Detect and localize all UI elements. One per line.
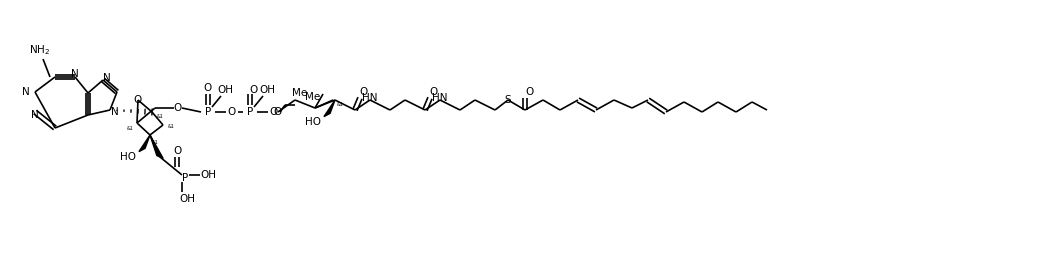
Text: P: P <box>205 107 211 117</box>
Text: P: P <box>182 173 188 183</box>
Text: S: S <box>505 95 511 105</box>
Text: O: O <box>204 83 213 93</box>
Text: HN: HN <box>362 93 378 103</box>
Text: O: O <box>359 87 367 97</box>
Text: P: P <box>247 107 254 117</box>
Text: O: O <box>525 87 533 97</box>
Text: O: O <box>134 95 142 105</box>
Text: &1: &1 <box>157 115 163 120</box>
Text: O: O <box>250 85 258 95</box>
Text: OH: OH <box>179 194 195 204</box>
Polygon shape <box>150 135 163 158</box>
Text: N: N <box>103 73 110 83</box>
Polygon shape <box>324 100 335 117</box>
Text: OH: OH <box>259 85 275 95</box>
Text: O: O <box>274 107 282 117</box>
Text: O: O <box>429 87 438 97</box>
Text: O: O <box>270 107 278 117</box>
Text: N: N <box>112 107 119 117</box>
Text: O: O <box>228 107 236 117</box>
Text: HO: HO <box>120 152 136 162</box>
Text: N: N <box>22 87 31 97</box>
Polygon shape <box>139 135 150 152</box>
Text: N: N <box>72 69 79 79</box>
Text: O: O <box>174 103 182 113</box>
Text: &1: &1 <box>167 124 175 129</box>
Text: &1: &1 <box>337 103 343 108</box>
Text: &1: &1 <box>126 127 134 132</box>
Text: Me: Me <box>292 88 307 98</box>
Text: OH: OH <box>217 85 232 95</box>
Text: NH$_2$: NH$_2$ <box>29 43 50 57</box>
Text: HO: HO <box>305 117 321 127</box>
Text: N: N <box>32 110 39 120</box>
Text: &1: &1 <box>151 139 159 145</box>
Text: HN: HN <box>432 93 448 103</box>
Text: Me: Me <box>305 92 321 102</box>
Text: O: O <box>173 146 181 156</box>
Text: OH: OH <box>200 170 216 180</box>
